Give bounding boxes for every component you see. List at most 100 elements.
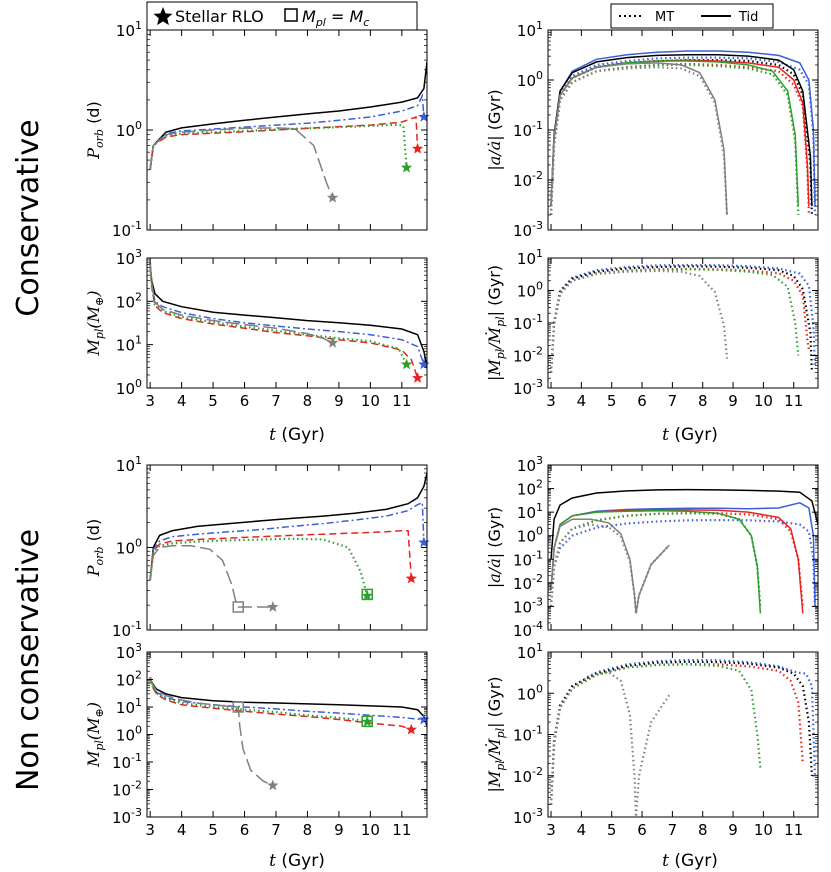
ytick-label: 10-3 (513, 377, 543, 398)
ytick-label: 10-1 (112, 219, 142, 240)
legend-mpl-mc-label: Mpl = Mc (302, 7, 369, 29)
chart-cons-porb: 10-1 100 101 Porb (d) (84, 19, 430, 240)
chart-ncons-mdot: 10-3 10-2 10-1 100 101 3 4 5 6 7 8 9 10 11 |Mpl/Ṁpl| (… (484, 641, 819, 839)
marker-star-blue (418, 536, 430, 548)
marker-star-green (400, 161, 413, 173)
series-green-dotted-line (549, 268, 800, 373)
xtick-label: 7 (668, 821, 678, 839)
ytick-label: 10-1 (513, 312, 543, 333)
xtick-label: 6 (240, 392, 250, 410)
ytick-label: 100 (116, 377, 142, 398)
axes-frame (146, 651, 428, 818)
series-black-solid-line (149, 263, 427, 368)
ylabel: Mpl(M⊕) (84, 702, 106, 768)
marker-star-gray (267, 779, 279, 791)
series-green-dotted-line (149, 123, 408, 170)
series-red-solid-line (550, 59, 810, 207)
plot-area (549, 50, 817, 215)
xtick-label: 4 (577, 392, 587, 410)
ytick-label: 10-2 (112, 779, 142, 800)
series-red-dashed-line (149, 263, 419, 379)
marker-square-gray (232, 601, 244, 613)
series-gray-longdash-line (149, 127, 334, 199)
xtick-label: 5 (607, 392, 617, 410)
plot-area (149, 263, 427, 379)
marker-star-gray (267, 601, 279, 612)
series-gray-dotted-line (549, 523, 671, 614)
xtick-label: 8 (303, 821, 313, 839)
xtick-label: 3 (546, 821, 556, 839)
series-blue-dotted-line (549, 263, 817, 373)
axes-frame (547, 464, 819, 631)
xtick-label: 5 (607, 821, 617, 839)
ytick-label: 10-2 (513, 765, 543, 786)
xlabel-right-top: t (Gyr) (662, 425, 718, 445)
chart-ncons-mpl: 10-3 10-2 10-1 100 101 102 103 3 4 5 6 7 8 9 10 11 Mpl(M… (84, 641, 430, 839)
series-black-dotted-line (549, 660, 813, 805)
xtick-label: 9 (334, 821, 344, 839)
series-green-dotted-line (549, 663, 762, 805)
series-gray-dotted-line (549, 269, 729, 373)
marker-square-gray (232, 701, 244, 713)
xtick-label: 4 (177, 821, 187, 839)
plot-area (149, 677, 427, 787)
series-gray-longdash-line (149, 545, 273, 608)
marker-star-green (361, 715, 373, 727)
ytick-label: 103 (116, 247, 142, 268)
series-blue-dotted-line (549, 518, 817, 607)
legend-right: MT Tid (610, 3, 774, 29)
ytick-label: 102 (116, 669, 142, 690)
ytick-label: 100 (116, 724, 142, 745)
marker-star-blue (418, 713, 430, 725)
plot-area (549, 263, 817, 373)
ytick-label: 100 (517, 280, 543, 301)
series-green-dotted-line (149, 677, 368, 723)
xtick-label: 9 (334, 392, 344, 410)
section-label-non-conservative: Non conservative (11, 529, 46, 791)
ytick-label: 10-3 (513, 219, 543, 240)
series-red-dashed-line (149, 677, 412, 731)
series-green-solid-line (550, 60, 800, 207)
xtick-label: 5 (208, 821, 218, 839)
ytick-label: 101 (517, 641, 543, 662)
plot-area (549, 488, 818, 614)
ytick-label: 100 (116, 537, 142, 558)
marker-star-blue (418, 111, 430, 122)
series-black-dotted-line (549, 59, 813, 215)
xtick-label: 8 (698, 821, 708, 839)
marker-star-red (411, 372, 424, 383)
series-black-solid-line (149, 677, 427, 727)
ytick-label: 100 (517, 69, 543, 90)
series-gray-dotted-line (549, 671, 671, 817)
xtick-label: 4 (177, 392, 187, 410)
ytick-label: 101 (517, 19, 543, 40)
section-label-conservative: Conservative (11, 119, 46, 316)
chart-cons-adot: 10-3 10-2 10-1 100 101 |a/ȧ| (Gyr) (485, 19, 819, 240)
series-blue-dashdot-line (149, 263, 425, 365)
xtick-label: 9 (728, 821, 738, 839)
ylabel: |Mpl/Ṁpl| (Gyr) (484, 265, 507, 381)
ylabel: |a/ȧ| (Gyr) (485, 89, 504, 170)
series-gray-dotted-line (549, 66, 729, 215)
axes-frame (146, 257, 428, 389)
ytick-label: 100 (116, 119, 142, 140)
legend-left: Stellar RLO Mpl = Mc (146, 1, 418, 31)
series-green-dotted-line (549, 63, 800, 215)
xlabel-left-bottom: t (Gyr) (269, 851, 325, 871)
xtick-label: 10 (361, 821, 380, 839)
xtick-label: 3 (145, 821, 155, 839)
xtick-label: 6 (637, 821, 647, 839)
series-gray-longdash-line (149, 263, 333, 344)
ytick-label: 10-3 (513, 595, 543, 616)
xlabel-left-top: t (Gyr) (269, 425, 325, 445)
xtick-label: 10 (361, 392, 380, 410)
xtick-label: 8 (303, 392, 313, 410)
xtick-label: 7 (271, 392, 281, 410)
series-green-solid-line (550, 509, 762, 614)
ytick-label: 10-1 (513, 724, 543, 745)
xtick-label: 5 (208, 392, 218, 410)
legend-stellar-rlo-label: Stellar RLO (175, 7, 264, 26)
marker-star-red (411, 142, 424, 154)
axes-frame (146, 464, 428, 631)
series-red-dotted-line (549, 512, 804, 607)
